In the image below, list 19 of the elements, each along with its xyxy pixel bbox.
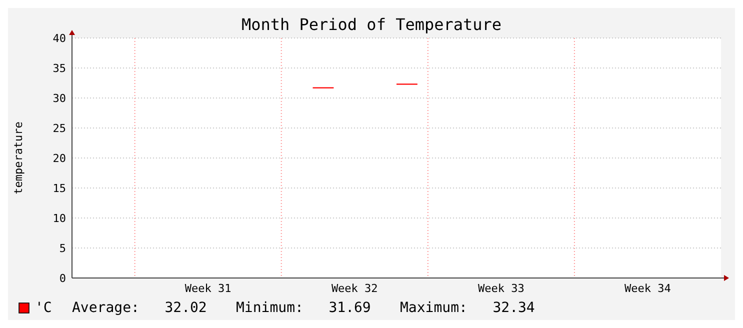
- y-tick-label: 40: [52, 32, 66, 45]
- y-tick-label: 35: [52, 62, 66, 75]
- y-tick-label: 30: [52, 92, 66, 105]
- text: Average: 32.02: [72, 300, 207, 316]
- text: Maximum: 32.34: [400, 300, 535, 316]
- y-tick-label: 0: [59, 272, 66, 285]
- x-tick-label: Week 34: [624, 282, 672, 295]
- chart-title: Month Period of Temperature: [241, 15, 502, 34]
- y-axis-title: temperature: [12, 122, 25, 194]
- y-tick-label: 25: [52, 122, 66, 135]
- y-tick-label: 5: [59, 242, 66, 255]
- x-tick-label: Week 31: [184, 282, 232, 295]
- x-tick-label: Week 33: [478, 282, 524, 295]
- legend-label: 'C: [35, 300, 52, 316]
- y-tick-label: 15: [52, 182, 66, 195]
- x-tick-label: Week 32: [331, 282, 378, 295]
- y-tick-label: 10: [52, 212, 66, 225]
- y-tick-label: 20: [52, 152, 66, 165]
- text: Minimum: 31.69: [236, 300, 371, 316]
